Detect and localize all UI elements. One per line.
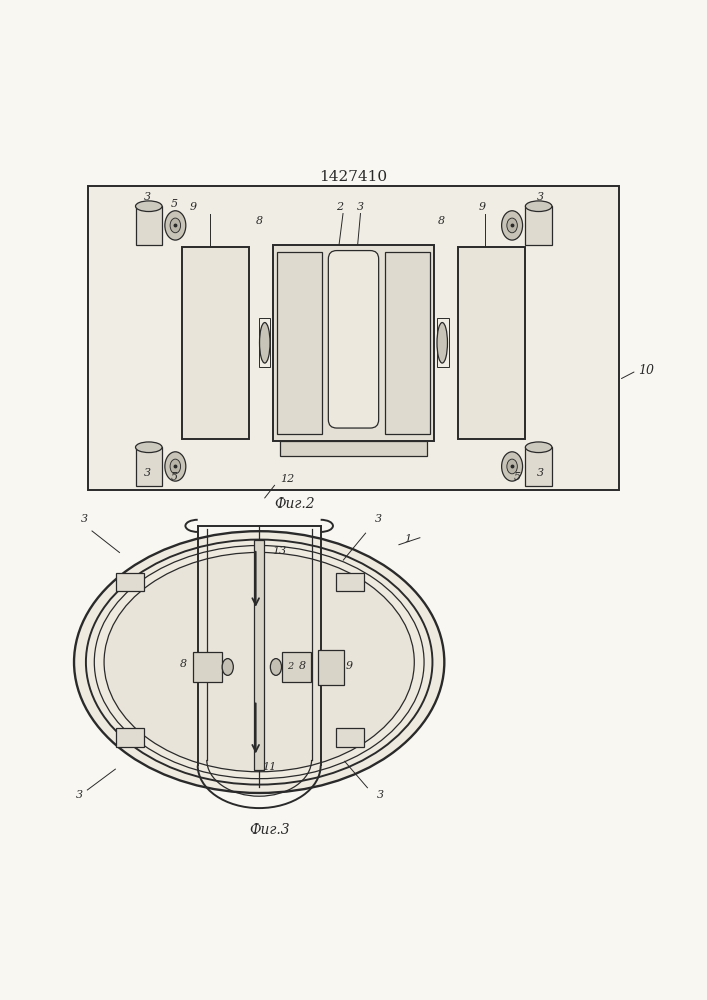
Ellipse shape xyxy=(74,531,444,793)
Ellipse shape xyxy=(165,211,186,240)
Bar xyxy=(525,447,552,486)
Ellipse shape xyxy=(170,218,180,233)
Bar xyxy=(273,245,434,441)
Ellipse shape xyxy=(270,659,281,675)
Ellipse shape xyxy=(86,540,433,785)
Text: 9: 9 xyxy=(346,661,353,671)
Text: 9: 9 xyxy=(189,202,197,212)
Bar xyxy=(255,540,264,770)
Bar xyxy=(525,206,552,245)
Text: Фиг.2: Фиг.2 xyxy=(274,497,315,511)
Text: 2: 2 xyxy=(336,202,343,212)
Bar xyxy=(385,252,431,434)
Ellipse shape xyxy=(502,211,522,240)
Text: 3: 3 xyxy=(357,202,364,212)
Text: Фиг.3: Фиг.3 xyxy=(250,823,290,837)
Ellipse shape xyxy=(136,201,162,212)
Bar xyxy=(193,652,222,682)
Text: 1427410: 1427410 xyxy=(320,170,387,184)
Bar xyxy=(88,186,619,490)
Text: 3: 3 xyxy=(537,468,544,478)
Text: 8: 8 xyxy=(438,216,445,226)
Text: 3: 3 xyxy=(377,790,384,800)
Bar xyxy=(281,652,311,682)
Bar xyxy=(116,573,144,591)
Ellipse shape xyxy=(437,323,448,363)
Ellipse shape xyxy=(104,552,414,772)
Bar xyxy=(136,447,162,486)
Text: 5: 5 xyxy=(170,472,177,482)
Bar xyxy=(116,728,144,747)
Ellipse shape xyxy=(222,659,233,675)
Ellipse shape xyxy=(170,459,180,474)
Bar xyxy=(458,247,525,439)
Text: 3: 3 xyxy=(144,192,151,202)
Bar xyxy=(182,247,249,439)
Bar xyxy=(438,318,448,367)
Bar xyxy=(136,206,162,245)
Text: 1: 1 xyxy=(404,534,411,544)
Ellipse shape xyxy=(94,546,424,779)
Ellipse shape xyxy=(259,323,270,363)
Text: 8: 8 xyxy=(299,661,306,671)
Ellipse shape xyxy=(525,442,552,453)
Text: 11: 11 xyxy=(263,762,277,772)
Text: 5: 5 xyxy=(170,199,177,209)
Text: 5: 5 xyxy=(514,472,521,482)
Bar xyxy=(336,728,364,747)
Text: 8: 8 xyxy=(256,216,263,226)
Ellipse shape xyxy=(507,459,518,474)
FancyBboxPatch shape xyxy=(328,251,379,428)
Text: 12: 12 xyxy=(280,474,294,484)
Bar xyxy=(276,252,322,434)
Bar xyxy=(280,441,427,456)
Text: 3: 3 xyxy=(76,790,83,800)
Ellipse shape xyxy=(165,452,186,481)
Text: 3: 3 xyxy=(375,514,382,524)
Bar xyxy=(318,650,344,685)
Ellipse shape xyxy=(502,452,522,481)
Text: 3: 3 xyxy=(81,514,88,524)
Text: 9: 9 xyxy=(478,202,485,212)
Ellipse shape xyxy=(507,218,518,233)
Text: 2: 2 xyxy=(287,662,293,671)
Text: 3: 3 xyxy=(144,468,151,478)
Text: 10: 10 xyxy=(638,364,655,377)
Bar xyxy=(259,318,270,367)
Ellipse shape xyxy=(136,442,162,453)
Bar xyxy=(336,573,364,591)
Text: 3: 3 xyxy=(537,192,544,202)
Ellipse shape xyxy=(525,201,552,212)
Text: 8: 8 xyxy=(180,659,187,669)
Text: 13: 13 xyxy=(271,546,286,556)
